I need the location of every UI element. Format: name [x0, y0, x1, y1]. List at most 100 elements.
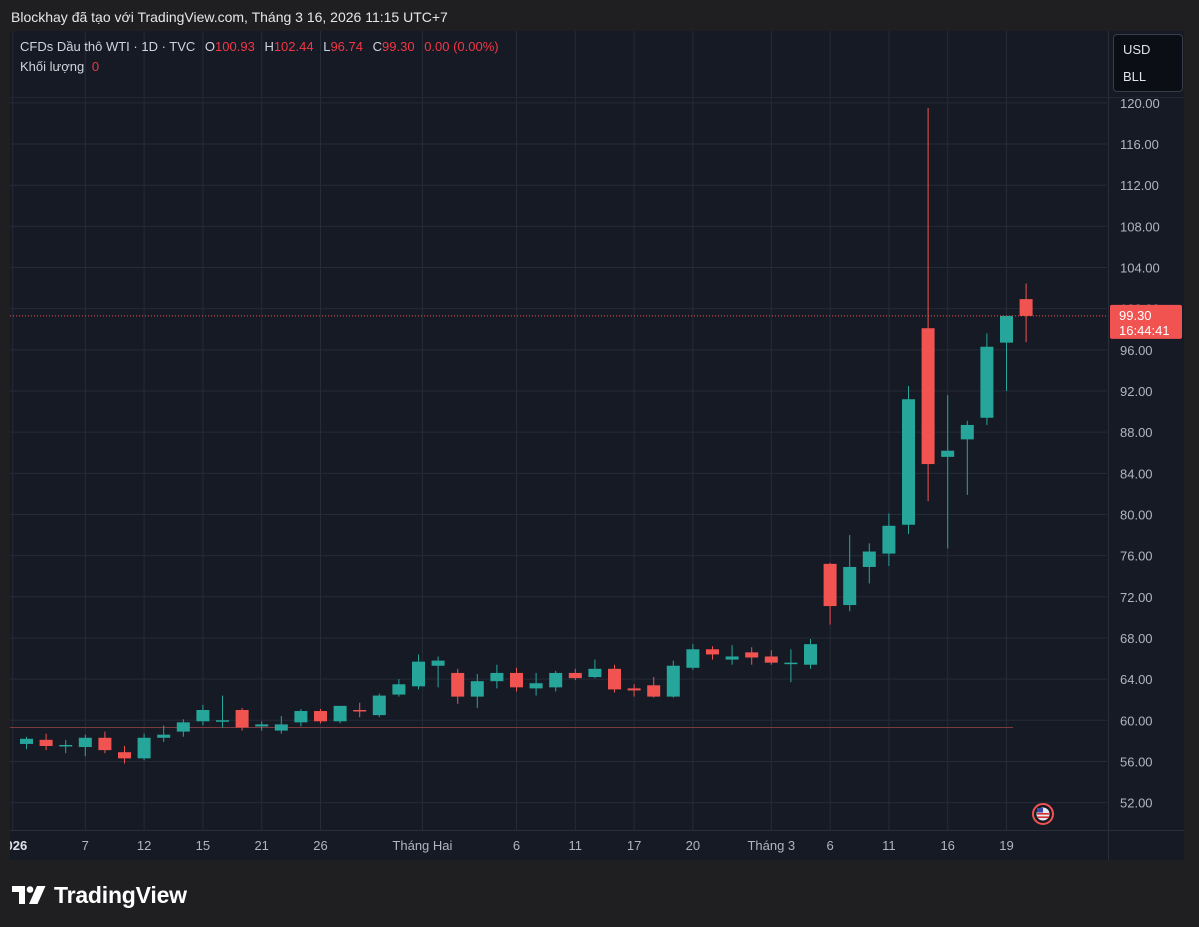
- candle-body[interactable]: [431, 660, 445, 666]
- time-axis-tick-label: 17: [627, 838, 641, 853]
- last-price-value: 99.30: [1119, 308, 1152, 323]
- symbol-label[interactable]: CFDs Dầu thô WTI · 1D · TVC: [20, 39, 196, 54]
- ohlc-row: CFDs Dầu thô WTI · 1D · TVC O100.93 H102…: [20, 39, 499, 59]
- price-axis-tick-label: 76.00: [1120, 549, 1153, 564]
- candle-body[interactable]: [627, 688, 641, 691]
- candle-body[interactable]: [980, 346, 994, 418]
- change-value: 0.00 (0.00%): [424, 39, 499, 54]
- low-label: L: [323, 39, 331, 54]
- candle-body[interactable]: [1019, 299, 1033, 316]
- candle-body[interactable]: [176, 722, 190, 732]
- price-axis-tick-label: 92.00: [1120, 384, 1153, 399]
- candle-body[interactable]: [39, 739, 53, 747]
- page-title: Blockhay đã tạo với TradingView.com, Thá…: [11, 9, 448, 25]
- candle-body[interactable]: [333, 705, 347, 722]
- unit-label[interactable]: BLL: [1123, 69, 1147, 84]
- candlestick-chart[interactable]: 52.00 56.00 60.00 64.00 68.00 72.00 76.00 80.00…: [10, 31, 1184, 860]
- candle-body[interactable]: [510, 672, 523, 688]
- candle-body[interactable]: [412, 661, 425, 687]
- candle-body[interactable]: [78, 737, 92, 748]
- candle-body[interactable]: [294, 711, 308, 723]
- candle-body[interactable]: [745, 652, 759, 658]
- time-axis-tick-label: 7: [82, 838, 89, 853]
- price-axis-tick-label: 120.00: [1120, 96, 1160, 111]
- time-axis-tick-label: 15: [196, 838, 210, 853]
- candle-body[interactable]: [372, 695, 386, 716]
- price-axis-tick-label: 72.00: [1120, 590, 1153, 605]
- candle-body[interactable]: [98, 737, 112, 751]
- candle-body[interactable]: [843, 566, 857, 606]
- candle-body[interactable]: [725, 656, 739, 660]
- time-axis-tick-label: 11: [882, 838, 896, 853]
- price-axis-tick-label: 64.00: [1120, 672, 1153, 687]
- candle-body[interactable]: [568, 672, 582, 679]
- high-value: 102.44: [273, 39, 314, 54]
- candle-body[interactable]: [764, 656, 778, 663]
- candle-body[interactable]: [490, 672, 504, 682]
- candle-body[interactable]: [314, 711, 327, 722]
- candle-body[interactable]: [353, 709, 367, 712]
- candle-body[interactable]: [255, 724, 269, 727]
- price-axis-tick-label: 88.00: [1120, 425, 1153, 440]
- candle-body[interactable]: [784, 662, 798, 665]
- candle-body[interactable]: [608, 668, 621, 690]
- price-axis-tick-label: 108.00: [1120, 219, 1160, 234]
- price-axis-tick-label: 116.00: [1120, 137, 1159, 152]
- time-axis-tick-label: 21: [254, 838, 268, 853]
- candle-body[interactable]: [666, 665, 680, 697]
- candle-body[interactable]: [882, 525, 896, 554]
- us-flag-canton-icon: [1037, 808, 1043, 813]
- bar-countdown: 16:44:41: [1119, 323, 1170, 338]
- candle-body[interactable]: [216, 720, 229, 722]
- candle-body[interactable]: [588, 668, 602, 678]
- time-axis-tick-label: 20: [686, 838, 700, 853]
- candle-body[interactable]: [118, 752, 131, 759]
- candle-body[interactable]: [137, 737, 151, 759]
- candle-body[interactable]: [529, 683, 543, 689]
- candle-body[interactable]: [392, 684, 406, 695]
- time-axis-tick-label: 19: [999, 838, 1013, 853]
- volume-label[interactable]: Khối lượng: [20, 59, 85, 74]
- volume-row: Khối lượng 0: [20, 59, 499, 79]
- tradingview-logo-icon: [12, 886, 46, 904]
- chart-frame[interactable]: 52.00 56.00 60.00 64.00 68.00 72.00 76.00 80.00…: [10, 31, 1184, 860]
- price-axis-tick-label: 96.00: [1120, 343, 1153, 358]
- candle-body[interactable]: [235, 709, 249, 728]
- candle-body[interactable]: [941, 450, 955, 457]
- candle-body[interactable]: [549, 672, 563, 688]
- price-axis-tick-label: 56.00: [1120, 754, 1153, 769]
- candle-body[interactable]: [157, 734, 171, 738]
- time-axis-tick-label: 6: [513, 838, 520, 853]
- time-axis-tick-label: 12: [137, 838, 151, 853]
- candle-body[interactable]: [647, 685, 661, 697]
- candle-body[interactable]: [706, 649, 719, 655]
- time-axis-tick-label: 6: [826, 838, 833, 853]
- high-label: H: [264, 39, 274, 54]
- candle-body[interactable]: [823, 563, 837, 607]
- candle-body[interactable]: [902, 399, 915, 525]
- close-label: C: [372, 39, 383, 54]
- brand-name: TradingView: [54, 881, 187, 908]
- candle-body[interactable]: [960, 424, 974, 440]
- volume-value: 0: [91, 59, 100, 74]
- candle-body[interactable]: [804, 644, 817, 665]
- price-axis-tick-label: 52.00: [1120, 796, 1153, 811]
- candle-body[interactable]: [20, 738, 33, 744]
- candle-body[interactable]: [686, 649, 700, 668]
- us-flag-stripe-icon: [1037, 813, 1049, 815]
- candle-body[interactable]: [196, 709, 210, 722]
- candle-body[interactable]: [451, 672, 465, 697]
- currency-label[interactable]: USD: [1123, 42, 1151, 57]
- time-axis-tick-label: Tháng 3: [747, 838, 795, 853]
- candle-body[interactable]: [59, 744, 73, 747]
- candle-body[interactable]: [274, 724, 288, 731]
- candle-body[interactable]: [1000, 315, 1013, 343]
- open-value: 100.93: [215, 39, 255, 54]
- price-axis-tick-label: 104.00: [1120, 261, 1160, 276]
- candle-body[interactable]: [470, 681, 484, 697]
- candle-body[interactable]: [921, 328, 935, 465]
- candle-body[interactable]: [862, 551, 876, 567]
- currency-unit-selector[interactable]: USD BLL: [1113, 34, 1183, 92]
- price-axis-tick-label: 80.00: [1120, 507, 1153, 522]
- chart-legend: CFDs Dầu thô WTI · 1D · TVC O100.93 H102…: [20, 39, 499, 79]
